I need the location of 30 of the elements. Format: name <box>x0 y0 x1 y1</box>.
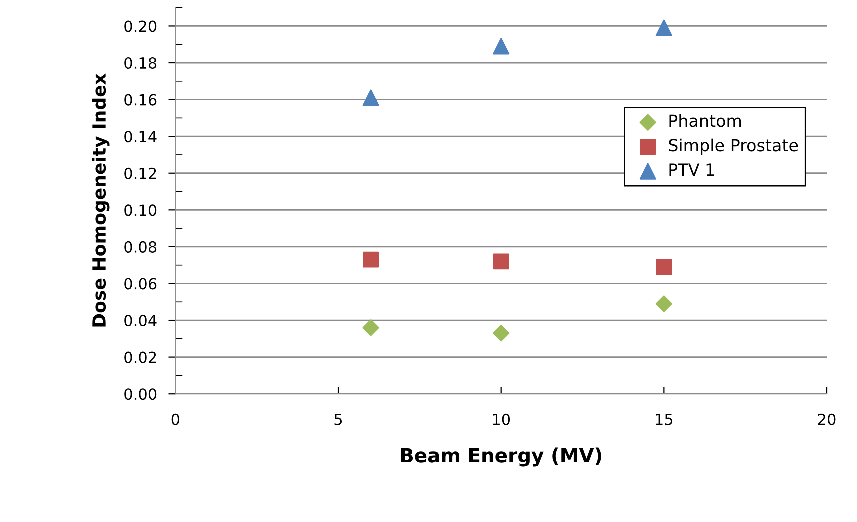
y-tick-label: 0.16 <box>124 94 157 106</box>
point <box>362 320 380 336</box>
x-tick-label: 15 <box>656 414 673 426</box>
legend-label: PTV 1 <box>670 164 714 176</box>
legend-label: Phantom <box>670 114 742 128</box>
y-tick-label: 0.02 <box>124 352 156 364</box>
y-tick-label: 0.12 <box>124 168 156 180</box>
legend-label: Simple Prostate <box>669 138 798 155</box>
point <box>493 38 510 55</box>
point <box>363 252 380 268</box>
y-tick-label: 0.20 <box>124 20 157 32</box>
y-tick-label: 0.00 <box>124 388 157 400</box>
point <box>656 296 672 312</box>
point <box>656 20 672 36</box>
y-tick-label: 0.04 <box>124 315 157 327</box>
x-tick-label: 0 <box>172 414 180 426</box>
point <box>362 90 380 106</box>
point <box>656 259 672 276</box>
x-axis-title: Beam Energy (MV) <box>401 448 602 467</box>
y-tick-label: 0.08 <box>124 241 157 253</box>
y-tick-label: 0.06 <box>124 278 157 290</box>
y-tick-label: 0.18 <box>124 57 157 70</box>
y-tick-label: 0.14 <box>124 131 157 143</box>
point <box>493 254 510 270</box>
x-tick-label: 10 <box>493 414 510 426</box>
y-tick-label: 0.10 <box>124 204 157 216</box>
x-tick-label: 20 <box>818 414 836 426</box>
y-axis-title: Dose Homogeneity Index <box>92 74 110 327</box>
point <box>493 325 510 342</box>
x-tick-label: 5 <box>334 414 342 426</box>
